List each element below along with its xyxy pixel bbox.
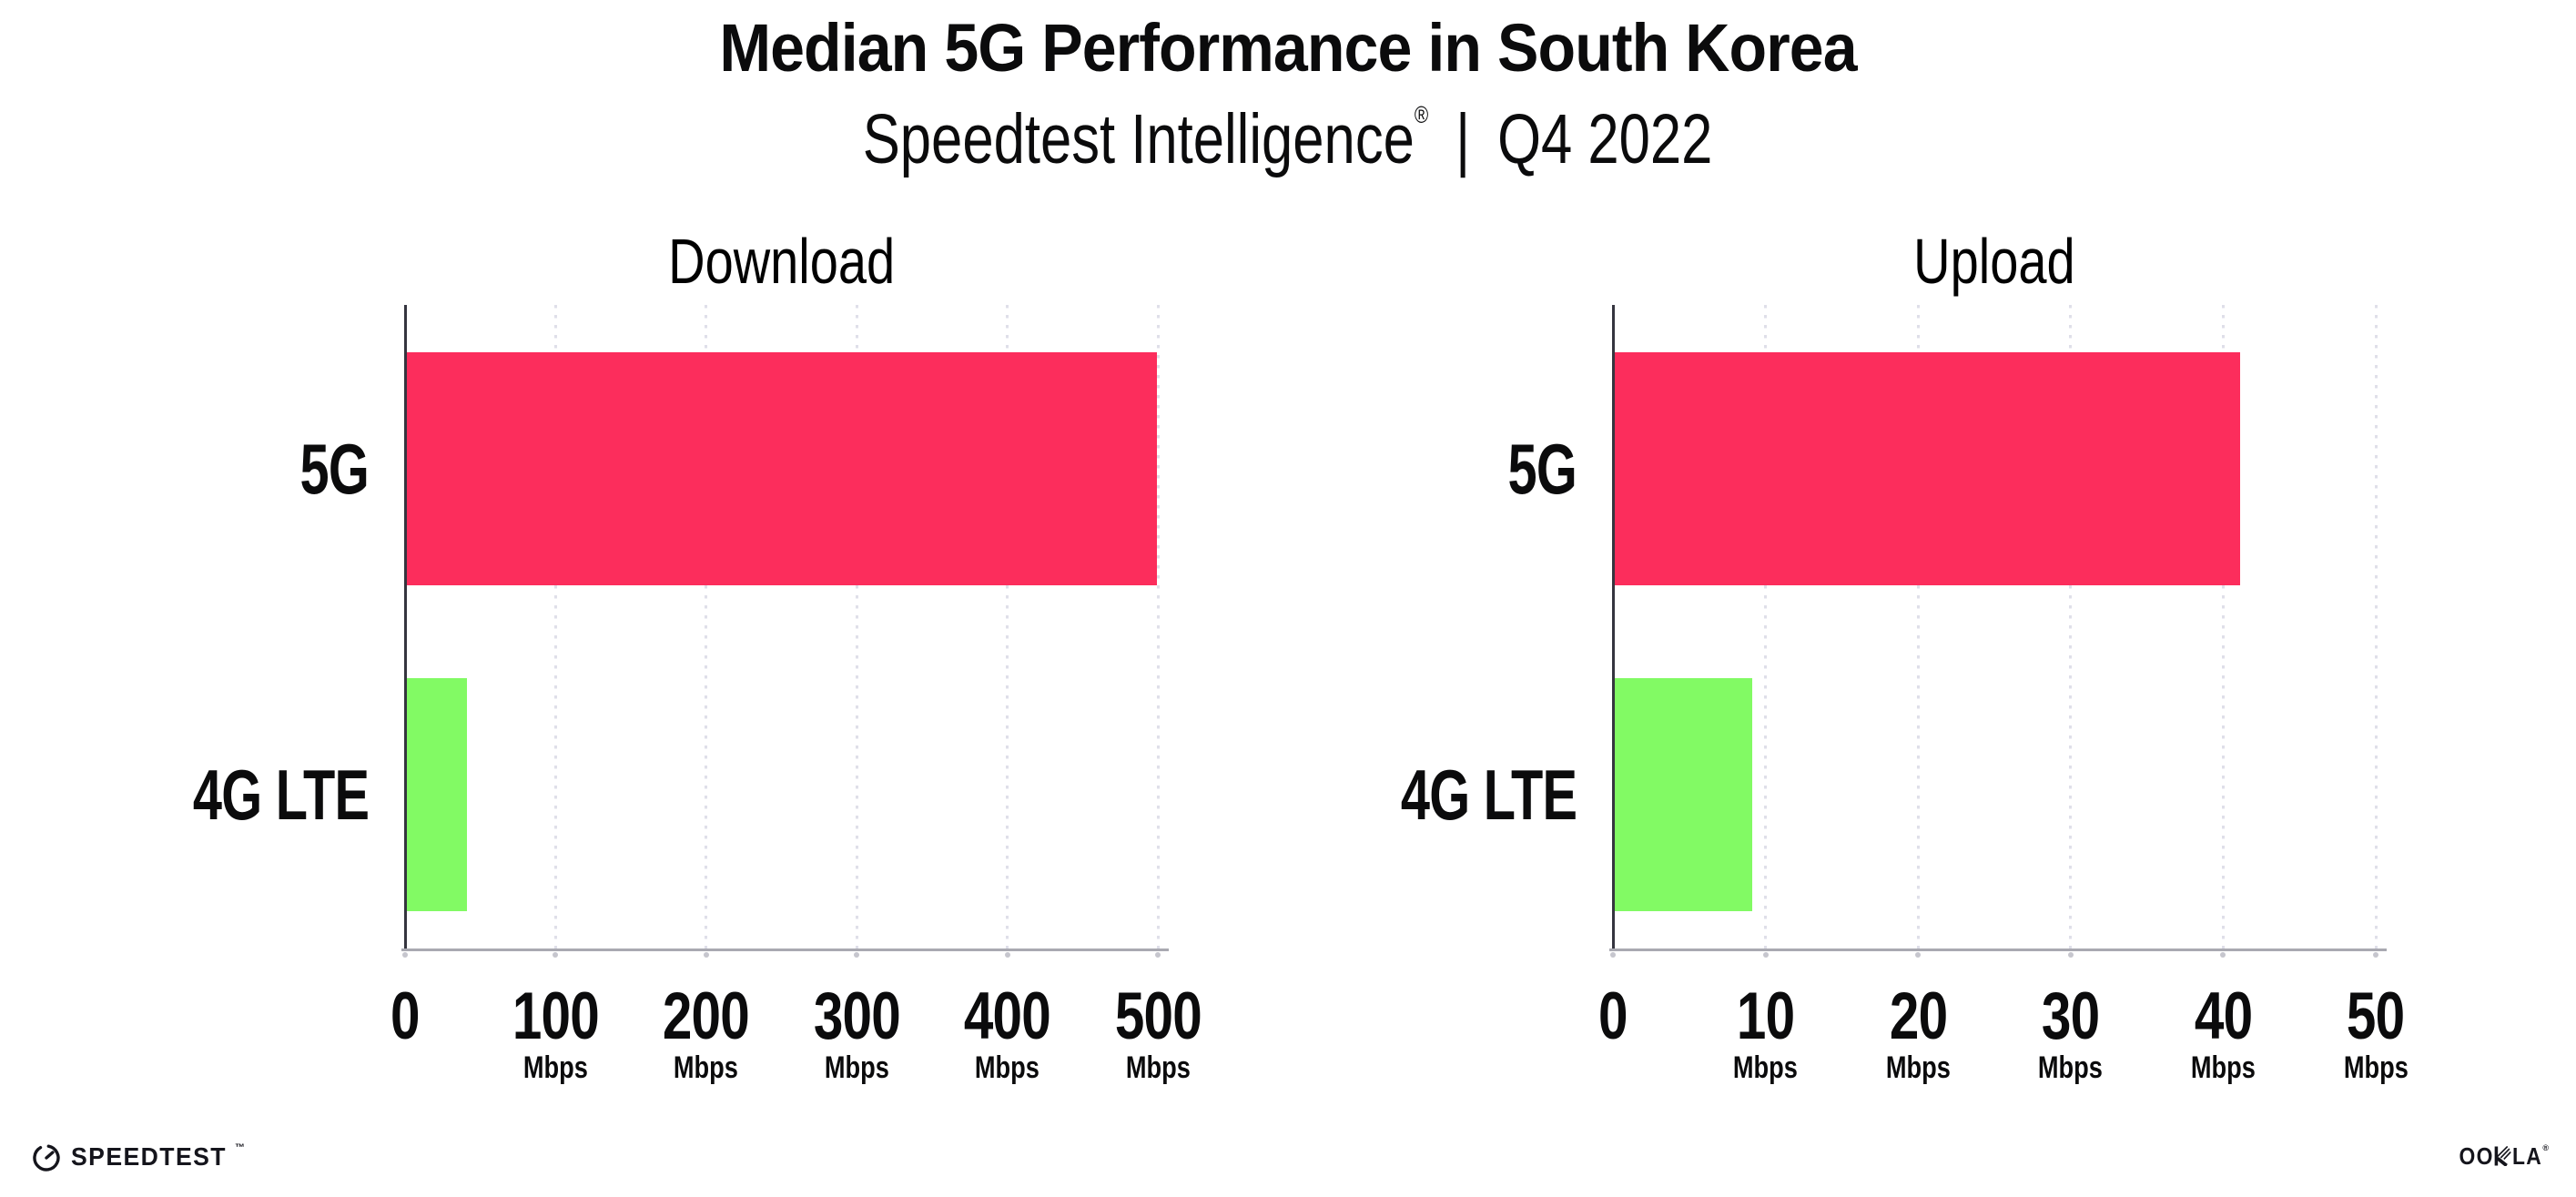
upload-gridline-40 bbox=[2221, 305, 2225, 949]
upload-x-tick-value-20: 20 bbox=[1889, 979, 1947, 1053]
download-tick-mark-300 bbox=[854, 952, 860, 958]
upload-x-tick-0: 0 bbox=[1531, 983, 1695, 1050]
download-x-tick-500: 500 Mbps bbox=[1076, 983, 1240, 1083]
download-tick-mark-500 bbox=[1155, 952, 1161, 958]
download-x-tick-400: 400 Mbps bbox=[926, 983, 1090, 1083]
download-tick-mark-200 bbox=[703, 952, 709, 958]
upload-category-label-4g-lte: 4G LTE bbox=[1400, 755, 1577, 835]
upload-x-tick-10: 10 Mbps bbox=[1684, 983, 1848, 1083]
ookla-logo: OO LA ® bbox=[2448, 1142, 2549, 1170]
upload-x-tick-unit-50: Mbps bbox=[2343, 1050, 2409, 1085]
upload-x-tick-30: 30 Mbps bbox=[1989, 983, 2153, 1083]
upload-y-axis bbox=[1612, 305, 1615, 951]
download-x-tick-100: 100 Mbps bbox=[473, 983, 637, 1083]
download-category-label-4g-lte: 4G LTE bbox=[192, 755, 370, 835]
upload-x-tick-value-10: 10 bbox=[1736, 979, 1795, 1053]
ookla-logo-text: OO LA bbox=[2459, 1142, 2543, 1170]
download-x-tick-0: 0 bbox=[323, 983, 487, 1050]
upload-x-tick-40: 40 Mbps bbox=[2141, 983, 2305, 1083]
download-x-tick-300: 300 Mbps bbox=[775, 983, 938, 1083]
download-x-tick-unit-200: Mbps bbox=[674, 1050, 739, 1085]
upload-gridline-30 bbox=[2069, 305, 2073, 949]
upload-x-tick-value-40: 40 bbox=[2194, 979, 2253, 1053]
upload-tick-mark-10 bbox=[1762, 952, 1769, 958]
upload-x-tick-unit-20: Mbps bbox=[1885, 1050, 1951, 1085]
download-tick-mark-0 bbox=[402, 952, 408, 958]
upload-x-tick-unit-10: Mbps bbox=[1733, 1050, 1799, 1085]
upload-x-tick-value-0: 0 bbox=[1598, 979, 1628, 1053]
download-x-tick-unit-100: Mbps bbox=[522, 1050, 588, 1085]
download-x-tick-value-100: 100 bbox=[512, 979, 600, 1053]
download-category-label-5g: 5G bbox=[299, 429, 369, 509]
upload-gridline-10 bbox=[1764, 305, 1768, 949]
download-x-tick-value-400: 400 bbox=[964, 979, 1051, 1053]
subtitle-brand: Speedtest Intelligence bbox=[863, 100, 1415, 178]
download-gridline-500 bbox=[1156, 305, 1160, 949]
download-tick-mark-400 bbox=[1004, 952, 1010, 958]
subtitle-separator: | bbox=[1455, 100, 1471, 178]
subtitle-period: Q4 2022 bbox=[1497, 100, 1713, 178]
download-bar-4g-lte bbox=[407, 678, 468, 911]
download-x-tick-value-500: 500 bbox=[1114, 979, 1202, 1053]
download-gridline-300 bbox=[855, 305, 858, 949]
upload-x-tick-unit-40: Mbps bbox=[2190, 1050, 2256, 1085]
ookla-k-icon bbox=[2495, 1146, 2512, 1166]
speedtest-trademark: ™ bbox=[234, 1142, 245, 1153]
download-x-tick-value-0: 0 bbox=[390, 979, 420, 1053]
upload-gridline-20 bbox=[1916, 305, 1920, 949]
upload-bar-5g bbox=[1615, 352, 2241, 585]
download-x-tick-value-200: 200 bbox=[663, 979, 750, 1053]
upload-x-tick-value-50: 50 bbox=[2347, 979, 2405, 1053]
upload-x-tick-20: 20 Mbps bbox=[1836, 983, 2000, 1083]
download-x-tick-unit-300: Mbps bbox=[824, 1050, 889, 1085]
download-gridline-100 bbox=[553, 305, 557, 949]
download-x-tick-value-300: 300 bbox=[813, 979, 901, 1053]
download-x-tick-200: 200 Mbps bbox=[624, 983, 788, 1083]
download-y-axis bbox=[404, 305, 407, 951]
download-title: Download bbox=[667, 226, 896, 297]
upload-tick-mark-50 bbox=[2373, 952, 2378, 958]
download-x-tick-unit-400: Mbps bbox=[975, 1050, 1040, 1085]
download-bar-5g bbox=[407, 352, 1157, 585]
upload-x-tick-value-30: 30 bbox=[2042, 979, 2100, 1053]
download-gridline-400 bbox=[1006, 305, 1009, 949]
upload-tick-mark-30 bbox=[2067, 952, 2074, 958]
page-title: Median 5G Performance in South Korea bbox=[0, 15, 2576, 82]
speedtest-logo: SPEEDTEST ™ bbox=[30, 1140, 245, 1174]
upload-category-label-5g: 5G bbox=[1507, 429, 1577, 509]
page-subtitle: Speedtest Intelligence® | Q4 2022 bbox=[0, 103, 2576, 175]
download-gridline-200 bbox=[705, 305, 708, 949]
speedtest-gauge-icon bbox=[33, 1144, 60, 1172]
registered-mark-icon: ® bbox=[1415, 101, 1429, 128]
upload-tick-mark-0 bbox=[1610, 952, 1616, 958]
download-x-axis bbox=[401, 948, 1169, 951]
upload-bar-4g-lte bbox=[1615, 678, 1752, 911]
download-tick-mark-100 bbox=[553, 952, 559, 958]
speedtest-logo-text: SPEEDTEST bbox=[71, 1142, 227, 1171]
upload-x-axis bbox=[1609, 948, 2387, 951]
page-title-text: Median 5G Performance in South Korea bbox=[719, 10, 1857, 86]
upload-title: Upload bbox=[1913, 226, 2075, 297]
upload-gridline-50 bbox=[2374, 305, 2378, 949]
upload-x-tick-50: 50 Mbps bbox=[2294, 983, 2458, 1083]
ookla-registered-mark: ® bbox=[2542, 1143, 2549, 1152]
download-x-tick-unit-500: Mbps bbox=[1125, 1050, 1191, 1085]
upload-x-tick-unit-30: Mbps bbox=[2038, 1050, 2104, 1085]
upload-tick-mark-40 bbox=[2220, 952, 2226, 958]
upload-tick-mark-20 bbox=[1915, 952, 1922, 958]
